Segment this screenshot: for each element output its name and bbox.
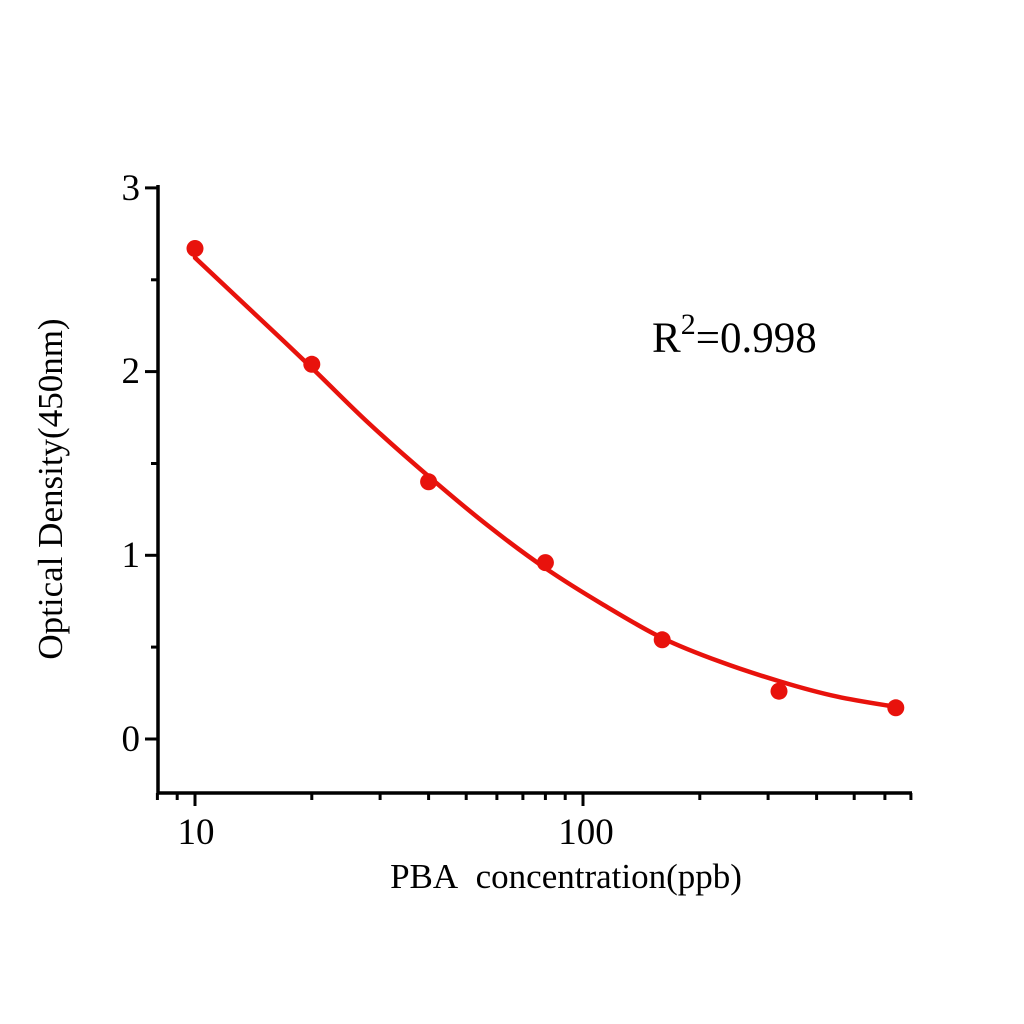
x-tick-label-100: 100 [558,812,614,853]
data-point [420,473,438,491]
y-tick-label-3: 3 [122,168,141,209]
y-tick-label-2: 2 [122,351,141,392]
data-point [186,240,204,257]
x-tick-labels: 10 100 [178,812,614,853]
y-tick-label-1: 1 [122,535,141,576]
axes [145,185,913,806]
y-axis-ticks [145,186,158,741]
data-point [887,699,905,717]
r-squared-annotation: R2=0.998 [652,308,817,362]
data-point [303,355,321,373]
r-squared-superscript: 2 [681,308,696,341]
r-squared-base: R [652,315,681,362]
data-point [770,682,788,700]
data-point [536,554,554,572]
x-tick-label-10: 10 [178,812,215,853]
x-axis-ticks [155,793,913,806]
r-squared-value: =0.998 [696,315,817,362]
axis-spines [156,185,912,795]
x-axis-title: PBA concentration(ppb) [390,857,742,896]
data-point [653,631,671,649]
y-axis-title: Optical Density(450nm) [31,318,70,659]
data-points [186,240,905,717]
y-tick-labels: 3 2 1 0 [122,168,141,760]
y-tick-label-0: 0 [122,719,141,760]
